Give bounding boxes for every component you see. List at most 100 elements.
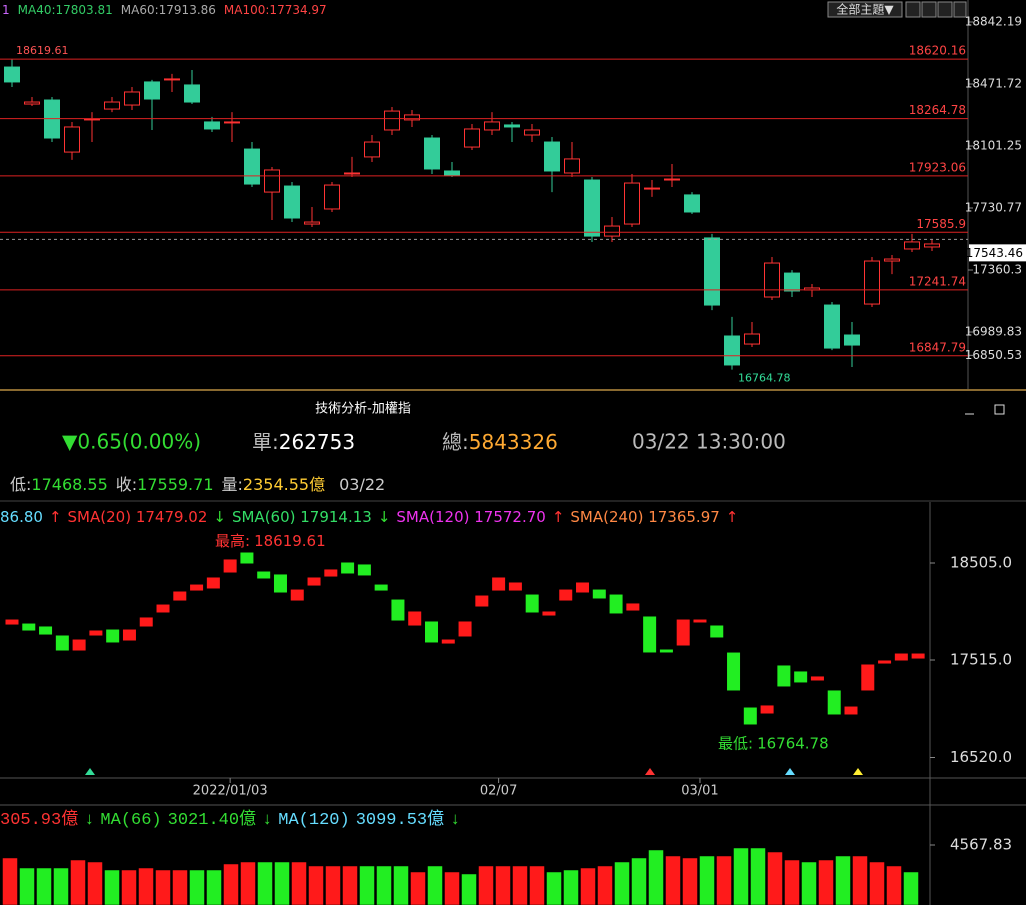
y-tick-label: 17515.0 [950,651,1012,669]
candle-body [89,630,103,636]
volume-bar [376,865,392,905]
price-level-label: 17585.9 [916,217,966,231]
candle-body [861,664,875,691]
candle-body [544,141,560,172]
tool-button[interactable] [921,1,937,18]
volume-bar [546,871,562,905]
volume-bar [835,855,851,905]
volume-bar [274,861,290,905]
x-tick-label: 2022/01/03 [193,784,268,799]
volume-bar [903,871,919,905]
price-level-label: 17241.74 [909,274,966,288]
volume-bar [529,865,545,905]
volume-bar [87,861,103,905]
x-tick-label: 03/01 [681,784,718,799]
candle-body [794,671,808,683]
volume-bar [818,859,834,905]
legend-item: 3021.40億 [168,809,256,830]
candle-body [659,649,673,653]
ma-label: MA100:17734.97 [224,3,327,17]
price-change: ▼0.65(0.00%) [62,430,201,454]
tool-button[interactable] [953,1,967,18]
ma-label: MA40:17803.81 [18,3,113,17]
value: 16764.78 [757,734,829,752]
candle-body [864,260,880,305]
candle-body [404,114,420,121]
candle-body [324,184,340,210]
candle-body [924,243,940,248]
legend-item: ↑ [726,508,739,526]
volume-bar [784,859,800,905]
volume-bar [206,869,222,905]
y-tick-label: 16850.53 [965,348,1022,362]
panel-title: 技術分析-加權指 [315,402,411,417]
candle-body [844,706,858,715]
extreme-annotation: 最低: 16764.78 [718,734,829,752]
candle-body [384,110,400,131]
candle-body [444,170,460,176]
theme-button-label[interactable]: 全部主題▼ [836,2,894,17]
volume-bar [886,865,902,905]
volume-bar [393,865,409,905]
last-price-label: 17543.46 [966,246,1023,260]
volume-bar [410,871,426,905]
y-tick-label: 16989.83 [965,325,1022,339]
volume-bar [869,861,885,905]
candle-body [173,591,187,601]
volume-bar [70,859,86,905]
candle-body [240,552,254,564]
volume-bar [631,857,647,905]
legend-item: MA(66) [100,811,161,830]
candle-body [884,258,900,262]
y-tick-label: 18842.19 [965,14,1022,28]
last-price-box [969,244,1026,262]
ma-header: 1 MA40:17803.81 MA60:17913.86 MA100:17734.9… [2,3,327,17]
candle-body [22,623,36,631]
candle-body [878,660,892,664]
candle-body [827,690,841,715]
candle-body [257,571,271,579]
candle-body [584,179,600,237]
label: 單: [252,430,279,454]
y-tick-label: 16520.0 [950,748,1012,766]
volume-bar [648,849,664,905]
candle-body [604,225,620,237]
timestamp: 03/22 13:30:00 [632,430,786,454]
candle-body [743,707,757,725]
value: 5843326 [469,430,558,454]
label: 總: [442,430,469,454]
volume-bar [512,865,528,905]
volume-bar [325,865,341,905]
candle-body [290,589,304,601]
volume-bar [189,869,205,905]
tool-button[interactable] [905,1,921,18]
volume-bar [223,863,239,905]
volume-bar [767,851,783,905]
candle-body [55,635,69,651]
volume-bar [342,865,358,905]
label: 最高: [215,531,250,549]
candle-body [894,653,908,661]
y-tick-label: 18505.0 [950,554,1012,572]
label: 量: [222,475,243,494]
theme-button[interactable] [827,1,903,18]
price-level-label: 16847.79 [909,340,966,354]
volume-bar [138,867,154,905]
legend-item: MA(120) [278,811,349,830]
single-volume: 單:262753 [252,430,355,454]
maximize-button[interactable] [994,404,1005,415]
legend-item: SMA(60) 17914.13 [232,508,372,526]
tool-button[interactable] [937,1,953,18]
candle-body [284,185,300,219]
label: 最低: [718,734,753,752]
y-tick-label: 4567.83 [950,835,1012,853]
candle-body [307,577,321,586]
volume-bar [172,869,188,905]
y-tick-label: 17360.3 [972,263,1022,277]
candle-body [184,84,200,103]
candle-body [911,653,925,659]
legend: 305.93億 ↓ MA(66) 3021.40億 ↓ MA(120) 3099.53億 ↓ [0,809,460,830]
price-level-label: 18264.78 [909,103,966,117]
y-tick-label: 18471.72 [965,76,1022,90]
